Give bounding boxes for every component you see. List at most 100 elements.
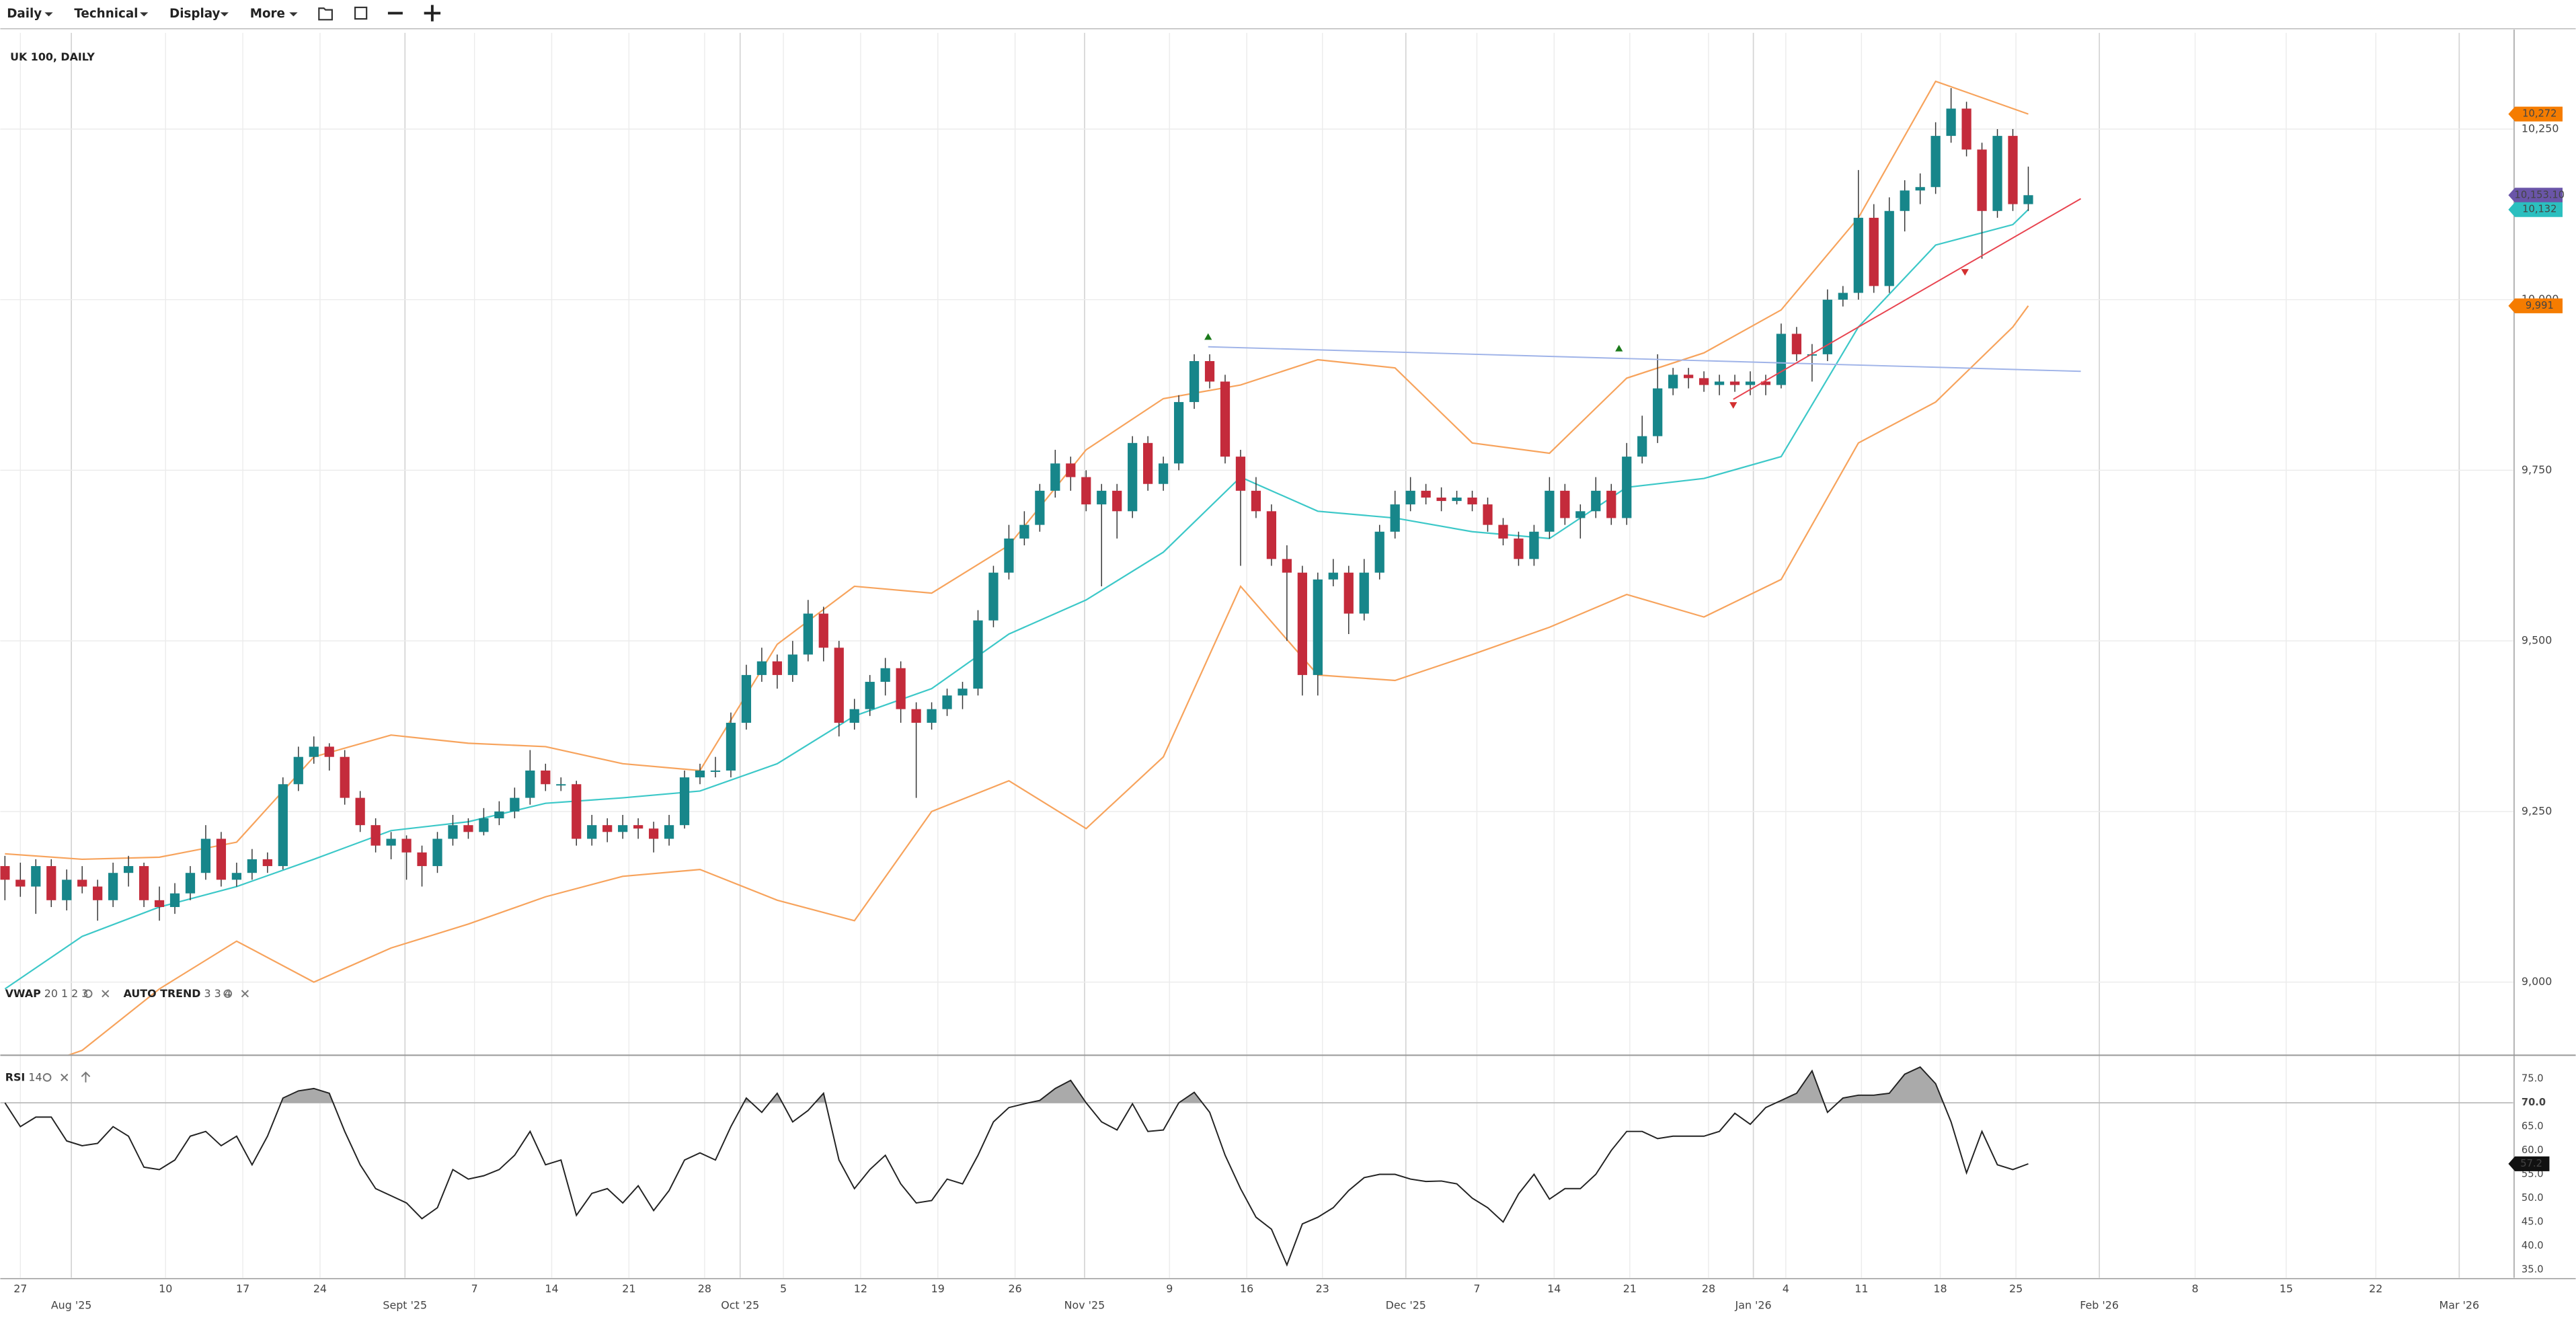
price-tag-label: 10,272 bbox=[2522, 108, 2557, 120]
overbought-area bbox=[5, 1066, 1944, 1103]
candle-body bbox=[2023, 195, 2033, 204]
candle-body bbox=[1452, 498, 1462, 502]
save-icon[interactable] bbox=[354, 6, 368, 20]
candle-body bbox=[1019, 524, 1029, 539]
candle-body bbox=[525, 770, 535, 798]
candle-body bbox=[1606, 490, 1616, 518]
candle-body bbox=[1173, 401, 1184, 464]
candle-body bbox=[1776, 334, 1787, 385]
caret[interactable] bbox=[289, 12, 298, 17]
candle-body bbox=[633, 825, 643, 829]
x-tick-label: 17 bbox=[236, 1282, 249, 1295]
x-tick-label: 7 bbox=[471, 1282, 478, 1295]
candle-body bbox=[849, 709, 859, 723]
candle-body bbox=[1004, 538, 1014, 573]
candle-body bbox=[664, 825, 674, 839]
x-tick-label: 4 bbox=[1783, 1282, 1789, 1295]
candle-body bbox=[1822, 299, 1832, 354]
x-tick-label: 14 bbox=[1547, 1282, 1561, 1295]
month-label: Oct '25 bbox=[721, 1298, 759, 1311]
candle-body bbox=[1374, 531, 1384, 573]
candle-body bbox=[432, 838, 442, 867]
month-label: Dec '25 bbox=[1386, 1298, 1426, 1311]
rsi-tick-label: 70.0 bbox=[2522, 1097, 2546, 1108]
move-up-icon[interactable] bbox=[81, 1071, 91, 1083]
caret[interactable] bbox=[140, 12, 149, 17]
x-tick-label: 11 bbox=[1855, 1282, 1868, 1295]
y-tick-label: 10,250 bbox=[2522, 122, 2559, 134]
rsi-pane bbox=[0, 1066, 2513, 1267]
candle-body bbox=[1235, 457, 1246, 491]
caret[interactable] bbox=[220, 12, 229, 17]
candle-body bbox=[340, 756, 350, 798]
candle-body bbox=[710, 770, 721, 772]
menu-display[interactable]: Display bbox=[169, 7, 221, 21]
swing-marker bbox=[1204, 333, 1212, 340]
candle-body bbox=[1343, 572, 1354, 614]
candle-body bbox=[1961, 108, 1972, 150]
candle-body bbox=[15, 879, 26, 887]
candle-body bbox=[1097, 490, 1107, 505]
candle-body bbox=[77, 879, 87, 887]
candle-body bbox=[1545, 490, 1555, 532]
candle-body bbox=[803, 613, 813, 655]
candle-body bbox=[602, 825, 613, 832]
candle-body bbox=[556, 784, 566, 786]
candle-body bbox=[988, 572, 999, 621]
remove-icon[interactable] bbox=[102, 990, 110, 998]
menu-technical[interactable]: Technical bbox=[74, 7, 138, 21]
rsi-tick-label: 50.0 bbox=[2522, 1192, 2544, 1204]
x-tick-label: 19 bbox=[931, 1282, 945, 1295]
candle-body bbox=[1143, 442, 1153, 484]
settings-icon[interactable] bbox=[83, 989, 93, 998]
candle-body bbox=[1714, 381, 1725, 385]
candle-body bbox=[1668, 375, 1678, 389]
menu-daily[interactable]: Daily bbox=[7, 7, 42, 21]
zoom-in[interactable] bbox=[424, 5, 441, 22]
candle-body bbox=[1359, 572, 1369, 614]
month-label: Sept '25 bbox=[383, 1298, 427, 1311]
candle-body bbox=[139, 866, 149, 900]
candle-body bbox=[1653, 388, 1663, 436]
x-tick-label: 26 bbox=[1009, 1282, 1022, 1295]
settings-icon[interactable] bbox=[42, 1073, 52, 1082]
caret[interactable] bbox=[44, 12, 53, 17]
open-icon[interactable] bbox=[318, 7, 333, 21]
candle-body bbox=[293, 756, 303, 785]
remove-icon[interactable] bbox=[61, 1073, 69, 1081]
x-tick-label: 24 bbox=[313, 1282, 327, 1295]
candle-body bbox=[1699, 378, 1709, 385]
candle-body bbox=[1622, 457, 1632, 518]
candle-body bbox=[772, 661, 782, 675]
candle-body bbox=[1081, 477, 1091, 505]
candle-body bbox=[1297, 572, 1307, 675]
candle-body bbox=[448, 825, 458, 839]
candle-body bbox=[787, 654, 797, 675]
candle-body bbox=[479, 818, 489, 832]
rsi-tick-label: 75.0 bbox=[2522, 1073, 2544, 1085]
remove-icon[interactable] bbox=[241, 990, 249, 998]
candle-body bbox=[1421, 490, 1431, 498]
candle-body bbox=[973, 620, 983, 689]
candle-body bbox=[1112, 490, 1122, 512]
menu-more[interactable]: More bbox=[250, 7, 285, 21]
indicator-params: 14 bbox=[28, 1070, 42, 1083]
candle-body bbox=[2008, 136, 2018, 204]
candle-body bbox=[1900, 190, 1910, 211]
candle-body bbox=[572, 784, 582, 839]
candle-body bbox=[741, 674, 752, 723]
x-tick-label: 5 bbox=[780, 1282, 787, 1295]
settings-icon[interactable] bbox=[223, 989, 233, 998]
candle-body bbox=[1035, 490, 1045, 525]
candle-body bbox=[1050, 463, 1060, 491]
candle-body bbox=[1791, 334, 1802, 354]
candle-body bbox=[0, 866, 10, 880]
rsi-tag bbox=[2508, 1156, 2550, 1171]
x-tick-label: 18 bbox=[1933, 1282, 1947, 1295]
candle-body bbox=[1436, 498, 1446, 502]
candle-body bbox=[123, 866, 134, 873]
y-tick-label: 9,000 bbox=[2522, 975, 2552, 988]
candle-body bbox=[324, 746, 334, 757]
x-tick-label: 21 bbox=[1623, 1282, 1637, 1295]
